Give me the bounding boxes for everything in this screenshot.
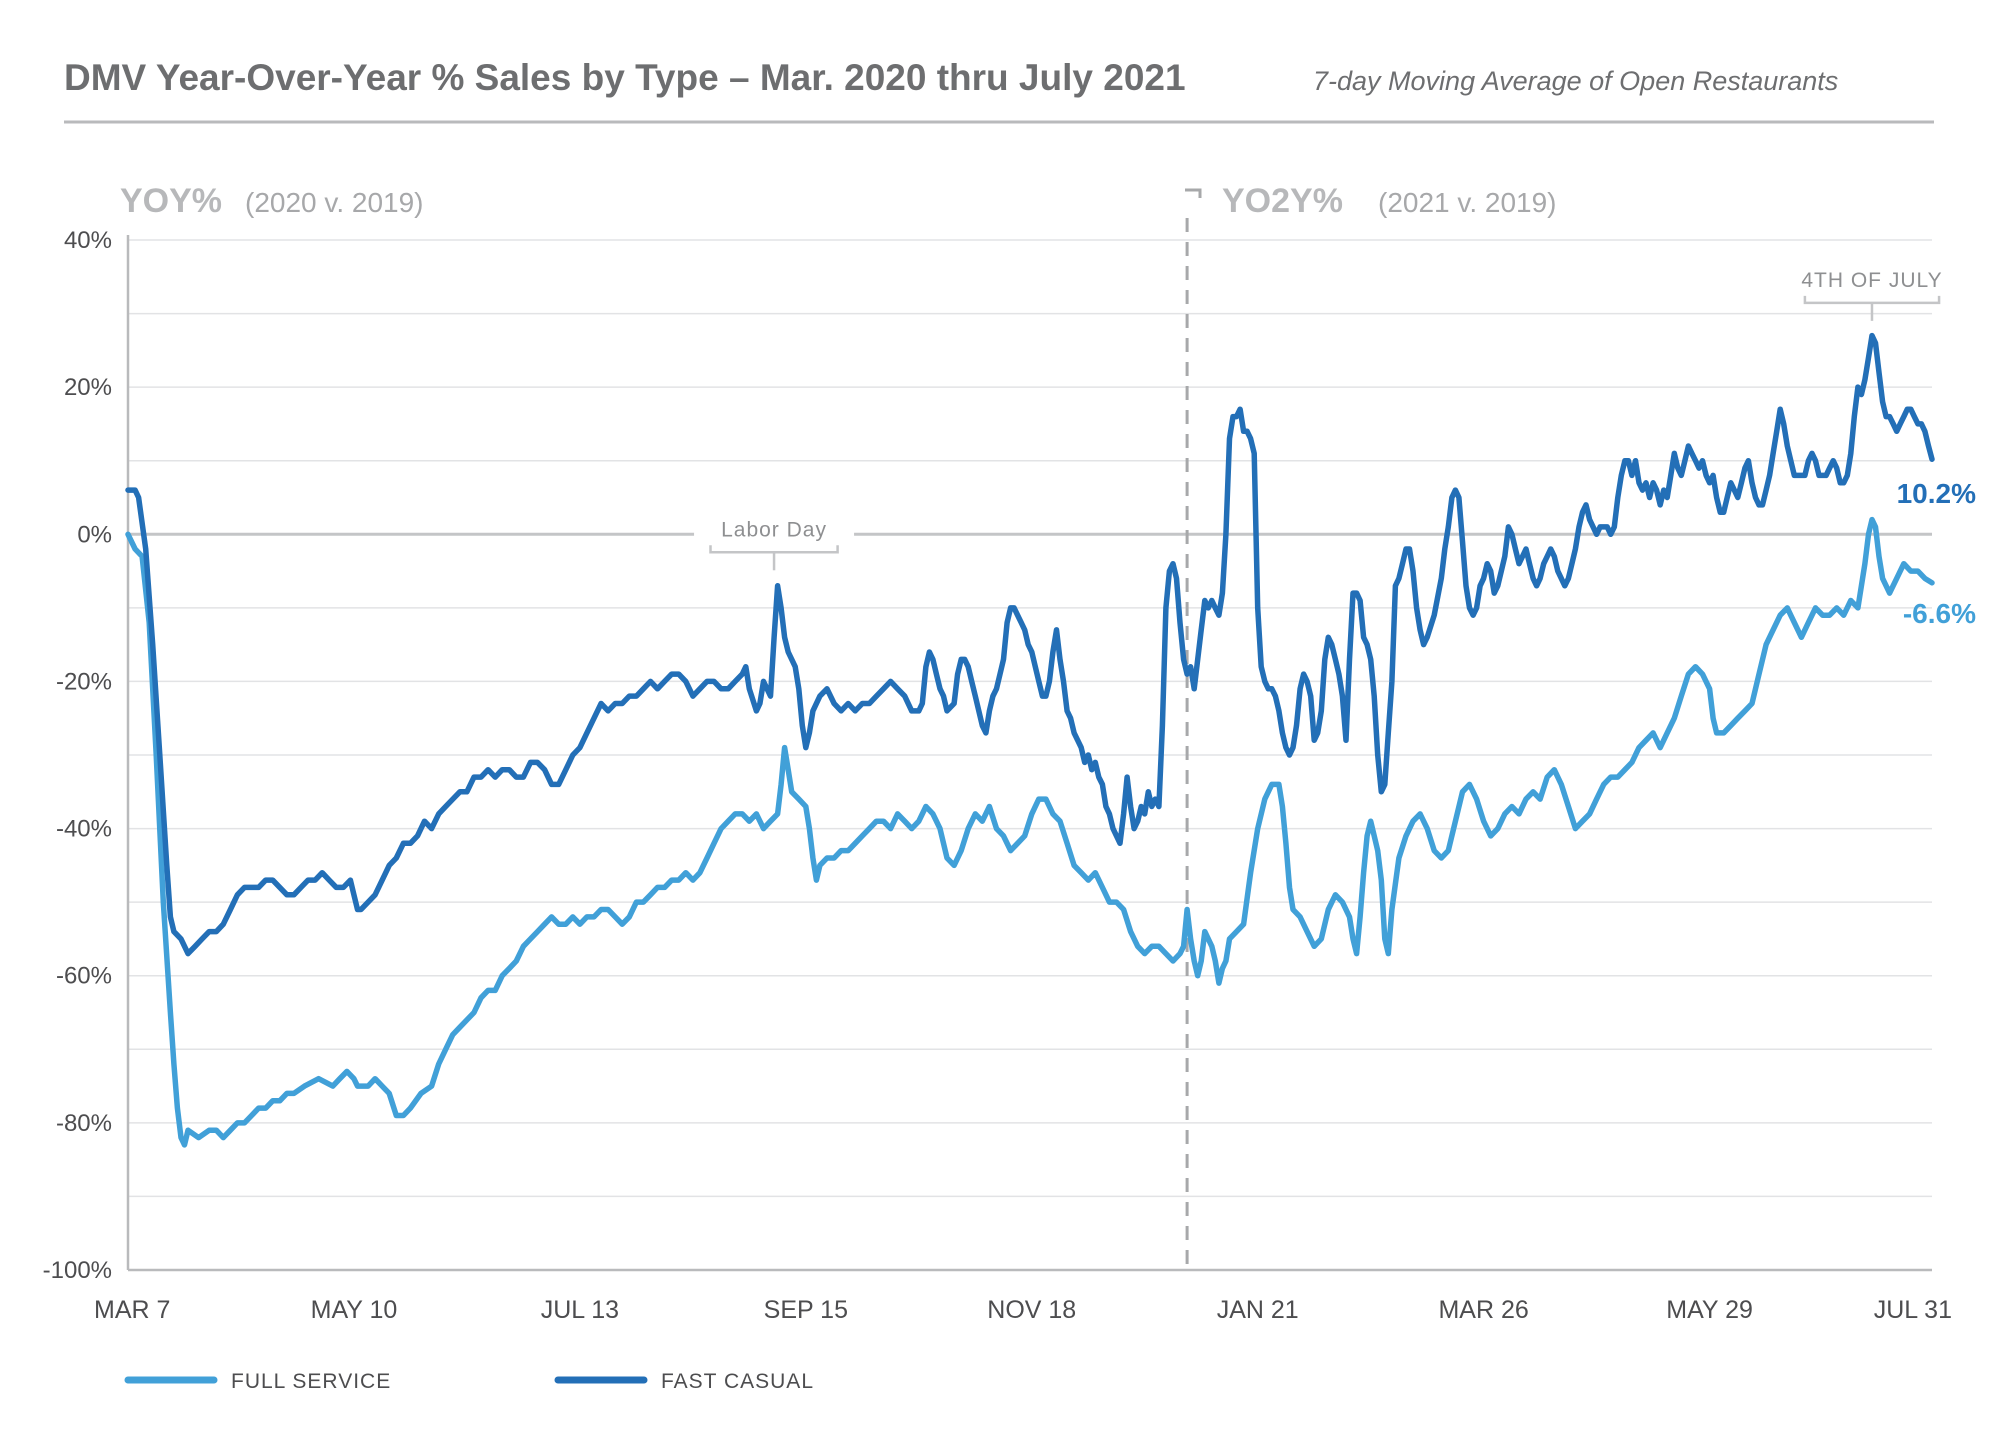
series-lines <box>125 332 1935 1148</box>
y-tick-label: 20% <box>64 374 112 401</box>
section-header-yo2y: YO2Y% (2021 v. 2019) <box>1185 182 1557 220</box>
series-line-fast-casual <box>125 332 1935 957</box>
section-bracket <box>1185 188 1202 198</box>
section-sub-yo2y: (2021 v. 2019) <box>1378 187 1557 218</box>
annotation-label-bg <box>1791 262 1952 295</box>
x-tick-label: JAN 21 <box>1217 1296 1299 1324</box>
x-tick-label: JUL 13 <box>541 1296 619 1324</box>
x-tick-label: MAR 7 <box>94 1296 170 1324</box>
x-tick-label: MAY 29 <box>1666 1296 1753 1324</box>
series-line-full-service <box>125 516 1935 1148</box>
annotation-label: Labor Day <box>721 518 827 541</box>
x-tick-label: JUL 31 <box>1874 1296 1952 1324</box>
end-labels: 10.2% -6.6% <box>1897 478 1976 629</box>
section-label-yoy: YOY% <box>120 182 222 220</box>
annotation-label-bg <box>694 512 855 545</box>
gridlines <box>126 235 1932 1272</box>
y-tick-label: 40% <box>64 227 112 254</box>
y-tick-label: -40% <box>56 816 112 843</box>
section-header-yoy: YOY% (2020 v. 2019) <box>120 182 424 220</box>
legend-label-full-service: FULL SERVICE <box>231 1370 391 1393</box>
annotations: Labor Day 4TH OF JULY <box>694 262 1952 571</box>
x-tick-label: MAR 26 <box>1438 1296 1528 1324</box>
y-axis: 40% 20% 0% -20% -40% -60% -80% -100% <box>43 227 112 1284</box>
annotation-bracket <box>709 545 839 554</box>
chart-subtitle: 7-day Moving Average of Open Restaurants <box>1313 66 1838 96</box>
x-axis: MAR 7 MAY 10 JUL 13 SEP 15 NOV 18 JAN 21 MAR 2… <box>94 1296 1952 1324</box>
y-tick-label: -20% <box>56 668 112 695</box>
x-tick-label: NOV 18 <box>987 1296 1076 1324</box>
section-label-yo2y: YO2Y% <box>1222 182 1343 220</box>
legend-label-fast-casual: FAST CASUAL <box>661 1370 814 1393</box>
section-sub-yoy: (2020 v. 2019) <box>245 187 424 218</box>
x-tick-label: MAY 10 <box>311 1296 398 1324</box>
legend: FULL SERVICE FAST CASUAL <box>124 1370 814 1393</box>
y-tick-label: 0% <box>77 521 112 548</box>
end-value-label-fast-casual: 10.2% <box>1897 478 1976 509</box>
annotation-label: 4TH OF JULY <box>1801 269 1942 292</box>
y-tick-label: -100% <box>43 1257 112 1284</box>
y-tick-label: -60% <box>56 963 112 990</box>
x-tick-label: SEP 15 <box>764 1296 848 1324</box>
end-value-label-full-service: -6.6% <box>1903 598 1976 629</box>
y-tick-label: -80% <box>56 1110 112 1137</box>
annotation-bracket <box>1803 295 1941 305</box>
chart-title: DMV Year-Over-Year % Sales by Type – Mar… <box>64 57 1186 98</box>
